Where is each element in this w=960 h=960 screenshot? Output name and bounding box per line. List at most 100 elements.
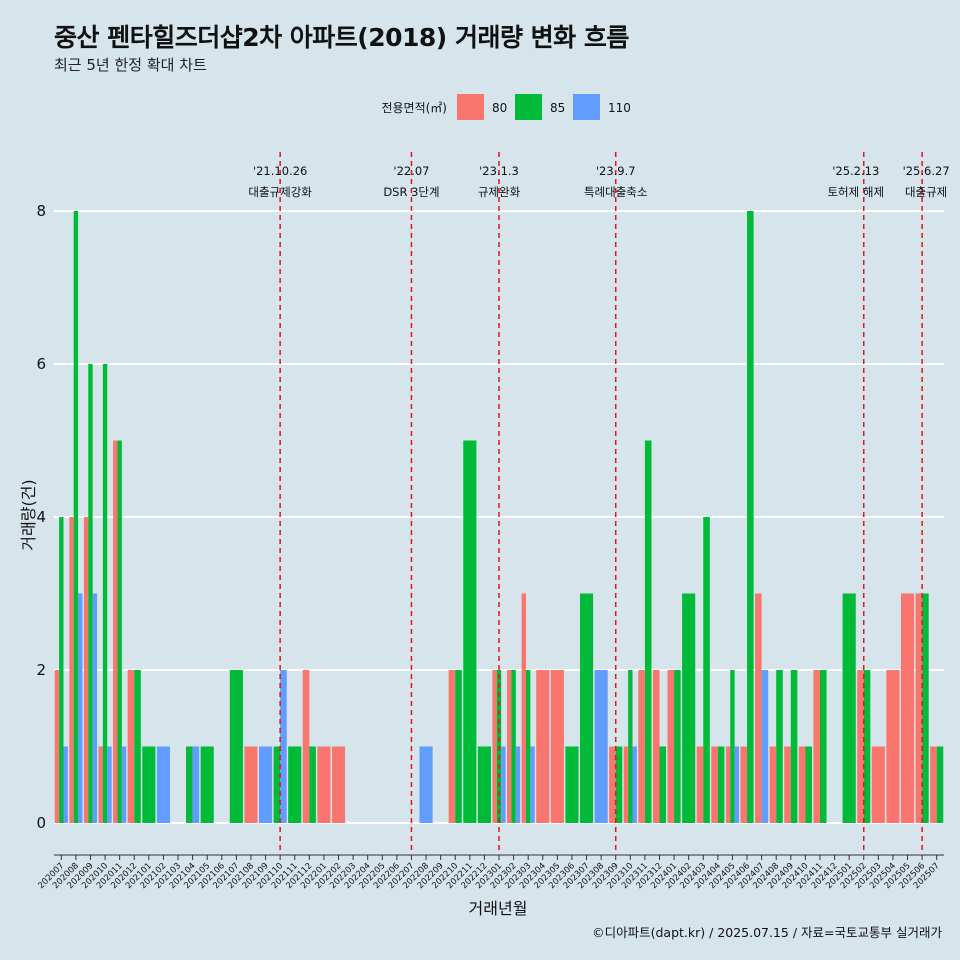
bar-202502-85 (863, 670, 871, 823)
bar-202410-80 (798, 746, 806, 823)
bar-202312-80 (652, 670, 660, 823)
bar-202307-85 (579, 593, 594, 823)
bar-202407-80 (755, 593, 762, 823)
bar-202507-85 (936, 746, 944, 823)
bar-202112-80 (302, 670, 310, 823)
event-label: 대출규제 (905, 185, 947, 199)
source-caption: ©디아파트(dapt.kr) / 2025.07.15 / 자료=국토교통부 실… (592, 925, 942, 940)
bar-202409-85 (790, 670, 798, 823)
x-axis-title: 거래년월 (469, 899, 528, 918)
bar-202011-85 (117, 440, 122, 823)
bar-202303-110 (530, 746, 535, 823)
bar-202107-85 (229, 670, 243, 823)
event-date: '25.6.27 (903, 164, 950, 178)
bar-202407-110 (761, 670, 769, 823)
bar-202502-80 (857, 670, 864, 823)
bars (54, 211, 944, 823)
bar-202310-110 (632, 746, 637, 823)
bar-202010-110 (107, 746, 112, 823)
bar-202405-80 (725, 746, 731, 823)
bar-202308-110 (594, 670, 608, 823)
bar-202501-85 (842, 593, 856, 823)
bar-202310-85 (628, 670, 633, 823)
bar-202301-110 (501, 746, 506, 823)
bar-202011-80 (113, 440, 118, 823)
y-axis-ticks: 0 2 4 6 8 (36, 202, 46, 832)
legend-swatch-85 (515, 94, 542, 120)
bar-202506-85 (922, 593, 929, 823)
event-label: DSR 3단계 (383, 185, 439, 199)
bar-202303-80 (521, 593, 526, 823)
bar-202007-80 (54, 670, 60, 823)
bar-202401-85 (674, 670, 681, 823)
bar-202011-110 (121, 746, 127, 823)
event-label: 토허제 해제 (827, 185, 884, 199)
bar-202110-85 (273, 746, 281, 823)
bar-202409-80 (784, 746, 791, 823)
bar-202208-110 (419, 746, 433, 823)
bar-202503-80 (871, 746, 885, 823)
bar-202109-110 (258, 746, 273, 823)
bar-202202-80 (331, 746, 346, 823)
bar-202404-85 (717, 746, 725, 823)
y-tick-label: 2 (36, 661, 46, 679)
y-axis-title: 거래량(건) (19, 479, 38, 550)
bar-202112-85 (309, 746, 316, 823)
bar-202506-80 (915, 593, 923, 823)
bar-202309-85 (615, 746, 623, 823)
bar-202312-85 (659, 746, 667, 823)
bar-202009-110 (92, 593, 98, 823)
bar-202007-110 (63, 746, 68, 823)
bar-202303-85 (525, 670, 531, 823)
legend-swatch-80 (457, 94, 484, 120)
legend: 전용면적(㎡) 80 85 110 (381, 94, 631, 120)
bar-202403-80 (696, 746, 704, 823)
bar-202301-80 (492, 670, 497, 823)
bar-202010-85 (102, 364, 108, 823)
bar-202309-80 (609, 746, 616, 823)
bar-202404-80 (711, 746, 718, 823)
bar-202212-85 (477, 746, 491, 823)
legend-label: 110 (608, 101, 631, 115)
bar-202008-110 (78, 593, 83, 823)
bar-202010-80 (98, 746, 103, 823)
bar-202302-110 (515, 746, 521, 823)
bar-202408-80 (769, 746, 777, 823)
y-tick-label: 0 (36, 814, 46, 832)
bar-202411-85 (819, 670, 827, 823)
bar-202302-80 (507, 670, 512, 823)
event-date: '25.2.13 (832, 164, 879, 178)
event-label: 대출규제강화 (248, 185, 312, 199)
bar-202306-85 (565, 746, 579, 823)
bar-202304-80 (536, 670, 550, 823)
bar-202310-80 (623, 746, 629, 823)
bar-202507-80 (930, 746, 937, 823)
bar-202302-85 (511, 670, 516, 823)
bar-202008-85 (73, 211, 79, 823)
bar-202406-85 (747, 211, 754, 823)
bar-202405-85 (730, 670, 735, 823)
bar-202401-80 (667, 670, 675, 823)
bar-202009-80 (83, 517, 89, 823)
bar-202007-85 (59, 517, 64, 823)
bar-202104-110 (192, 746, 200, 823)
chart-title: 중산 펜타힐즈더샵2차 아파트(2018) 거래량 변화 흐름 (54, 23, 629, 52)
bar-202110-110 (280, 670, 287, 823)
bar-202111-85 (288, 746, 302, 823)
bar-202410-85 (805, 746, 812, 823)
bar-202009-85 (88, 364, 93, 823)
event-date: '23.9.7 (596, 164, 636, 178)
bar-202210-85 (455, 670, 462, 823)
bar-202105-85 (200, 746, 214, 823)
bar-202402-85 (682, 593, 696, 823)
bar-202504-80 (886, 670, 900, 823)
event-date: '22.07 (393, 164, 429, 178)
y-tick-label: 8 (36, 202, 46, 220)
bar-202201-80 (317, 746, 331, 823)
event-date: '23.1.3 (479, 164, 519, 178)
event-lines: '21.10.26 대출규제강화 '22.07 DSR 3단계 '23.1.3 규제완화 '… (248, 152, 950, 853)
bar-202108-80 (244, 746, 258, 823)
legend-label: 80 (492, 101, 507, 115)
chart-subtitle: 최근 5년 한정 확대 차트 (54, 56, 207, 74)
